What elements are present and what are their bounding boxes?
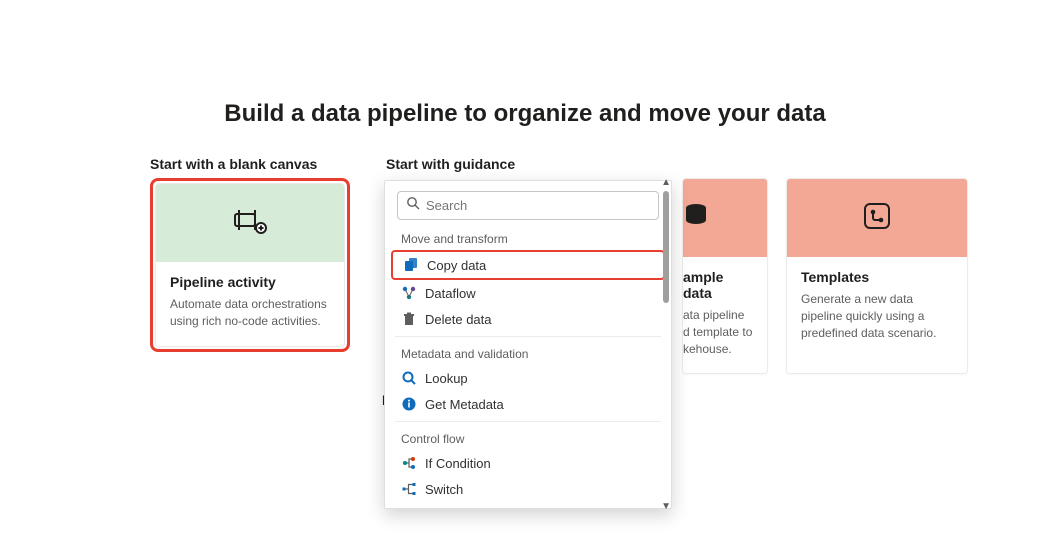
sample-hero [683, 179, 767, 257]
menu-item-switch[interactable]: Switch [391, 476, 665, 502]
menu-item-get-metadata[interactable]: Get Metadata [391, 391, 665, 417]
templates-card[interactable]: Templates Generate a new data pipeline q… [786, 178, 968, 374]
scrollbar-thumb[interactable] [663, 191, 669, 303]
pipeline-activity-card[interactable]: Pipeline activity Automate data orchestr… [155, 183, 345, 347]
scroll-arrow-up-icon[interactable]: ▲ [661, 177, 671, 188]
menu-item-label: Switch [425, 482, 463, 497]
menu-item-copy-data[interactable]: Copy data [391, 250, 665, 280]
dataflow-icon [401, 285, 417, 301]
search-input[interactable] [426, 198, 650, 213]
menu-item-label: If Condition [425, 456, 491, 471]
highlight-pipeline-card: Pipeline activity Automate data orchestr… [150, 178, 350, 352]
menu-item-label: Get Metadata [425, 397, 504, 412]
menu-item-label: Copy data [427, 258, 486, 273]
sample-data-card[interactable]: ample data ata pipeline d template to ke… [682, 178, 768, 374]
templates-icon [862, 201, 892, 236]
pipeline-card-title: Pipeline activity [170, 274, 330, 290]
group-divider [395, 336, 661, 337]
sample-card-title: ample data [683, 269, 753, 301]
menu-item-if-condition[interactable]: If Condition [391, 450, 665, 476]
if-icon [401, 455, 417, 471]
copy-icon [403, 257, 419, 273]
trash-icon [401, 311, 417, 327]
sample-card-desc: ata pipeline d template to kehouse. [683, 307, 753, 357]
menu-item-dataflow[interactable]: Dataflow [391, 280, 665, 306]
group-label: Move and transform [391, 226, 665, 250]
group-divider [395, 421, 661, 422]
switch-icon [401, 481, 417, 497]
menu-item-label: Delete data [425, 312, 492, 327]
group-label: Metadata and validation [391, 341, 665, 365]
section-label-guidance: Start with guidance [386, 156, 968, 172]
search-input-wrap[interactable] [397, 191, 659, 220]
menu-item-lookup[interactable]: Lookup [391, 365, 665, 391]
templates-card-title: Templates [801, 269, 953, 285]
pipeline-icon [233, 208, 267, 239]
database-icon [685, 202, 709, 235]
activity-picker-panel: ▲ Move and transform Copy data Dataflow Del… [384, 180, 672, 509]
lookup-icon [401, 370, 417, 386]
info-icon [401, 396, 417, 412]
search-icon [406, 196, 420, 215]
templates-card-desc: Generate a new data pipeline quickly usi… [801, 291, 953, 341]
templates-hero [787, 179, 967, 257]
menu-item-delete-data[interactable]: Delete data [391, 306, 665, 332]
page-title: Build a data pipeline to organize and mo… [0, 0, 1050, 156]
group-label: Control flow [391, 426, 665, 450]
menu-item-label: Lookup [425, 371, 468, 386]
section-label-blank: Start with a blank canvas [150, 156, 350, 172]
scroll-arrow-down-icon[interactable]: ▼ [661, 501, 671, 512]
pipeline-card-desc: Automate data orchestrations using rich … [170, 296, 330, 330]
pipeline-hero [156, 184, 344, 262]
menu-item-label: Dataflow [425, 286, 476, 301]
